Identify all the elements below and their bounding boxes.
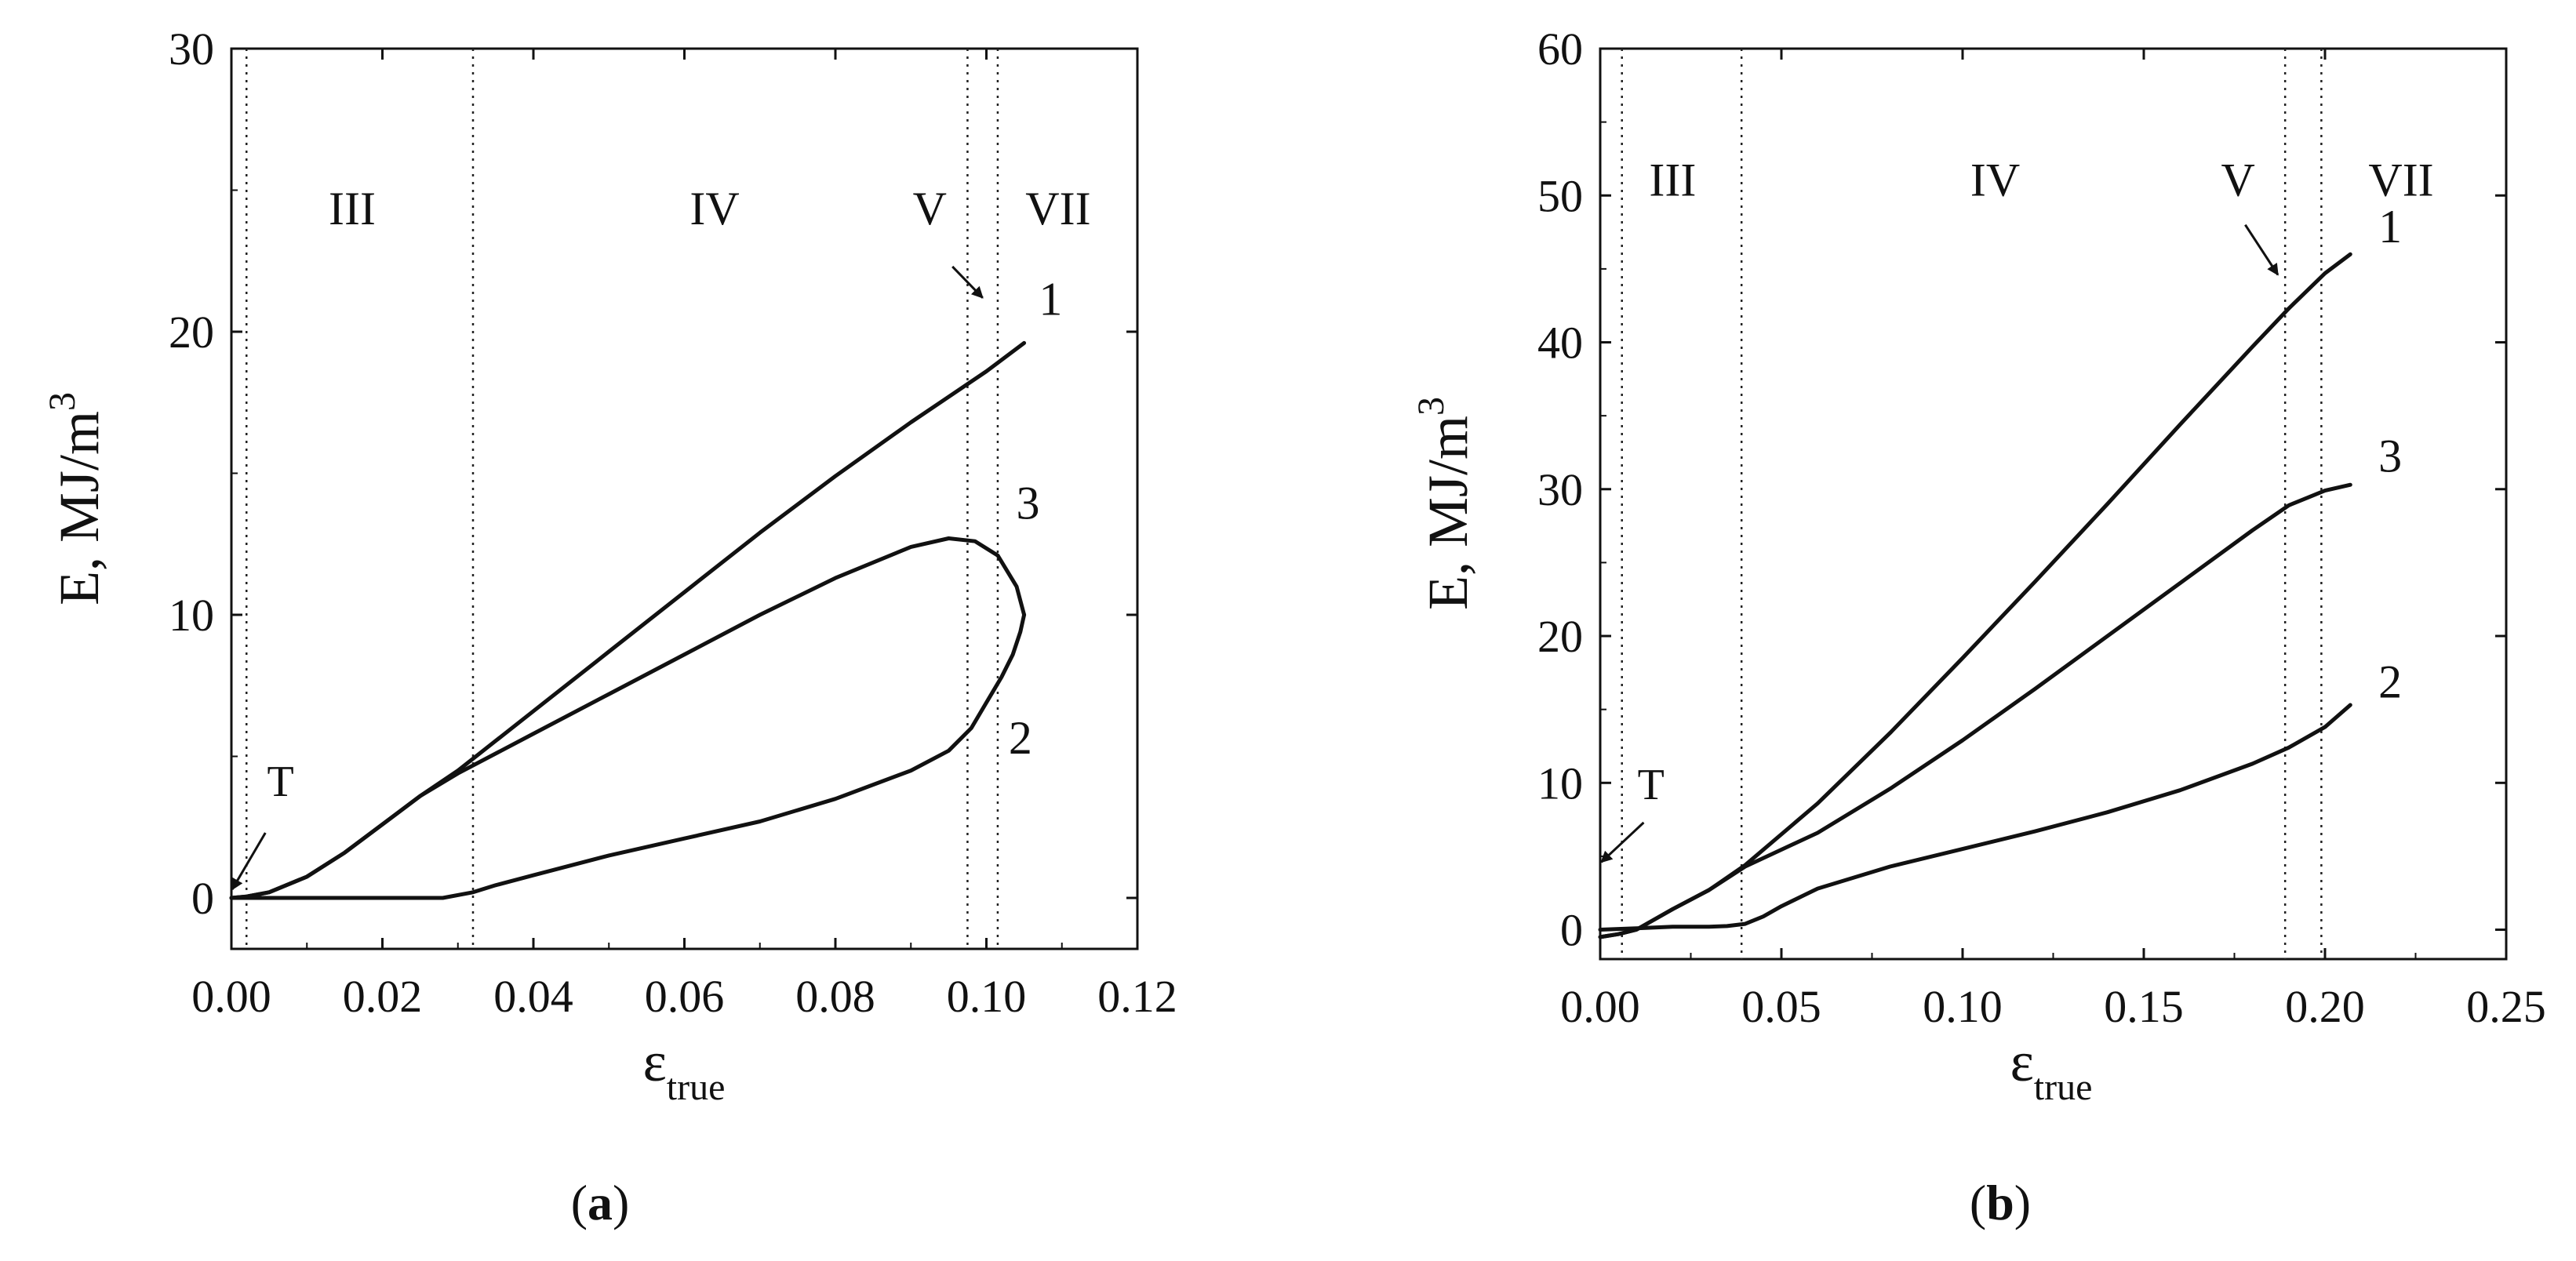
x-tick-label: 0.25 — [2466, 981, 2546, 1032]
series-label: 2 — [2378, 656, 2402, 708]
x-tick-label: 0.00 — [1560, 981, 1640, 1032]
x-tick-label: 0.05 — [1741, 981, 1821, 1032]
y-axis-label: E, MJ/m3 — [42, 392, 111, 605]
chart-panel-b: 0.00 0.05 0.10 0.15 0.20 0.25 0 10 20 30 40 50 60 III… — [1410, 24, 2546, 1230]
series-label: 1 — [1039, 273, 1062, 325]
series-line-2 — [229, 612, 1027, 900]
y-tick-label: 30 — [169, 24, 214, 74]
stage-label: V — [2221, 154, 2254, 205]
panel-caption-close: ) — [2014, 1175, 2031, 1230]
x-tick-label: 0.06 — [645, 971, 725, 1022]
x-tick-label: 0.20 — [2285, 981, 2365, 1032]
x-tick-label: 0.15 — [2104, 981, 2184, 1032]
stage-label: III — [1649, 154, 1696, 205]
stage-label: III — [329, 183, 376, 234]
y-axis-label-superscript: 3 — [42, 392, 83, 411]
annotation-label: T — [1638, 761, 1665, 809]
y-tick-label: 20 — [1537, 611, 1583, 662]
x-axis-label-main: ε — [643, 1030, 667, 1093]
annotation-arrow — [951, 265, 984, 299]
stage-label: VII — [1025, 183, 1090, 234]
series-line-3 — [1598, 482, 2352, 939]
x-tick-label: 0.08 — [795, 971, 875, 1022]
stage-label: V — [913, 183, 947, 234]
series-label: 3 — [1016, 477, 1039, 529]
stage-label: IV — [689, 183, 739, 234]
series-label: 3 — [2378, 430, 2402, 482]
y-tick-label: 40 — [1537, 318, 1583, 369]
annotation-arrow — [2244, 223, 2279, 276]
y-axis-label: E, MJ/m3 — [1410, 397, 1479, 610]
series-label: 1 — [2378, 201, 2402, 253]
series-label: 2 — [1009, 712, 1032, 764]
panel-caption-letter: b — [1986, 1175, 2014, 1230]
y-axis-label-superscript: 3 — [1410, 397, 1452, 416]
y-tick-label: 10 — [1537, 758, 1583, 809]
panel-caption: (a) — [571, 1175, 630, 1230]
x-axis-label: εtrue — [2010, 1030, 2093, 1108]
chart-panel-a: 0.00 0.02 0.04 0.06 0.08 0.10 0.12 0 10 20 30 III IV… — [42, 24, 1177, 1230]
y-tick-label: 20 — [169, 307, 214, 358]
y-tick-label: 50 — [1537, 170, 1583, 221]
panel-caption-letter: a — [588, 1175, 613, 1230]
x-axis-label: εtrue — [643, 1030, 726, 1108]
series-line-2 — [1598, 703, 2352, 932]
y-tick-label: 30 — [1537, 464, 1583, 515]
y-tick-label: 0 — [1560, 905, 1583, 956]
x-tick-label: 0.10 — [947, 971, 1027, 1022]
annotation-arrow — [231, 832, 267, 891]
x-tick-label: 0.02 — [343, 971, 423, 1022]
y-axis-label-main: E, MJ/m — [1417, 416, 1479, 610]
x-axis-label-subscript: true — [2034, 1067, 2093, 1108]
x-tick-label: 0.12 — [1097, 971, 1177, 1022]
panel-caption-close: ) — [613, 1175, 629, 1230]
y-tick-label: 60 — [1537, 24, 1583, 74]
stage-label: IV — [1970, 154, 2020, 205]
stage-label: VII — [2368, 154, 2433, 205]
series-line-3 — [229, 536, 1027, 900]
y-tick-label: 10 — [169, 590, 214, 641]
panel-caption-open: ( — [1970, 1175, 1986, 1230]
panel-caption: (b) — [1970, 1175, 2031, 1230]
x-tick-label: 0.04 — [493, 971, 573, 1022]
annotation-arrow — [1600, 821, 1645, 863]
annotation-label: T — [267, 758, 293, 806]
x-axis-label-main: ε — [2010, 1030, 2034, 1093]
x-axis-label-subscript: true — [667, 1067, 726, 1108]
y-tick-label: 0 — [191, 873, 214, 924]
y-axis-label-main: E, MJ/m — [48, 411, 111, 605]
panel-caption-open: ( — [571, 1175, 588, 1230]
x-tick-label: 0.00 — [191, 971, 271, 1022]
x-tick-label: 0.10 — [1923, 981, 2003, 1032]
